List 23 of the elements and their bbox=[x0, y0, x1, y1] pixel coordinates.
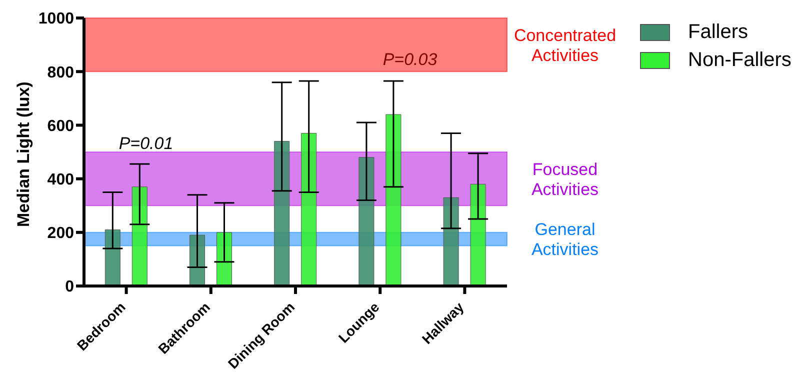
bar bbox=[358, 157, 374, 286]
y-tick-label: 1000 bbox=[38, 10, 74, 28]
bar bbox=[216, 232, 232, 286]
y-tick-label: 200 bbox=[47, 225, 74, 242]
band-label: Concentrated Activities bbox=[514, 26, 616, 65]
bar bbox=[443, 197, 459, 286]
y-tick-label: 600 bbox=[47, 118, 74, 135]
legend-label: Fallers bbox=[688, 20, 748, 44]
y-axis-title: Median Light (lux) bbox=[14, 82, 34, 227]
band-label: General Activities bbox=[531, 220, 599, 260]
bar bbox=[132, 186, 148, 286]
bar bbox=[386, 114, 402, 286]
bar bbox=[301, 132, 317, 286]
bar bbox=[274, 141, 290, 286]
y-tick-label: 0 bbox=[65, 278, 74, 296]
y-tick-label: 800 bbox=[47, 64, 74, 82]
bar bbox=[104, 229, 120, 286]
legend-label: Non-Fallers bbox=[688, 48, 792, 72]
annotation: P=0.03 bbox=[382, 50, 438, 69]
bar bbox=[470, 184, 486, 286]
annotation: P=0.01 bbox=[118, 134, 174, 153]
y-tick-label: 400 bbox=[47, 171, 74, 188]
band-label: Focused Activities bbox=[531, 160, 599, 199]
